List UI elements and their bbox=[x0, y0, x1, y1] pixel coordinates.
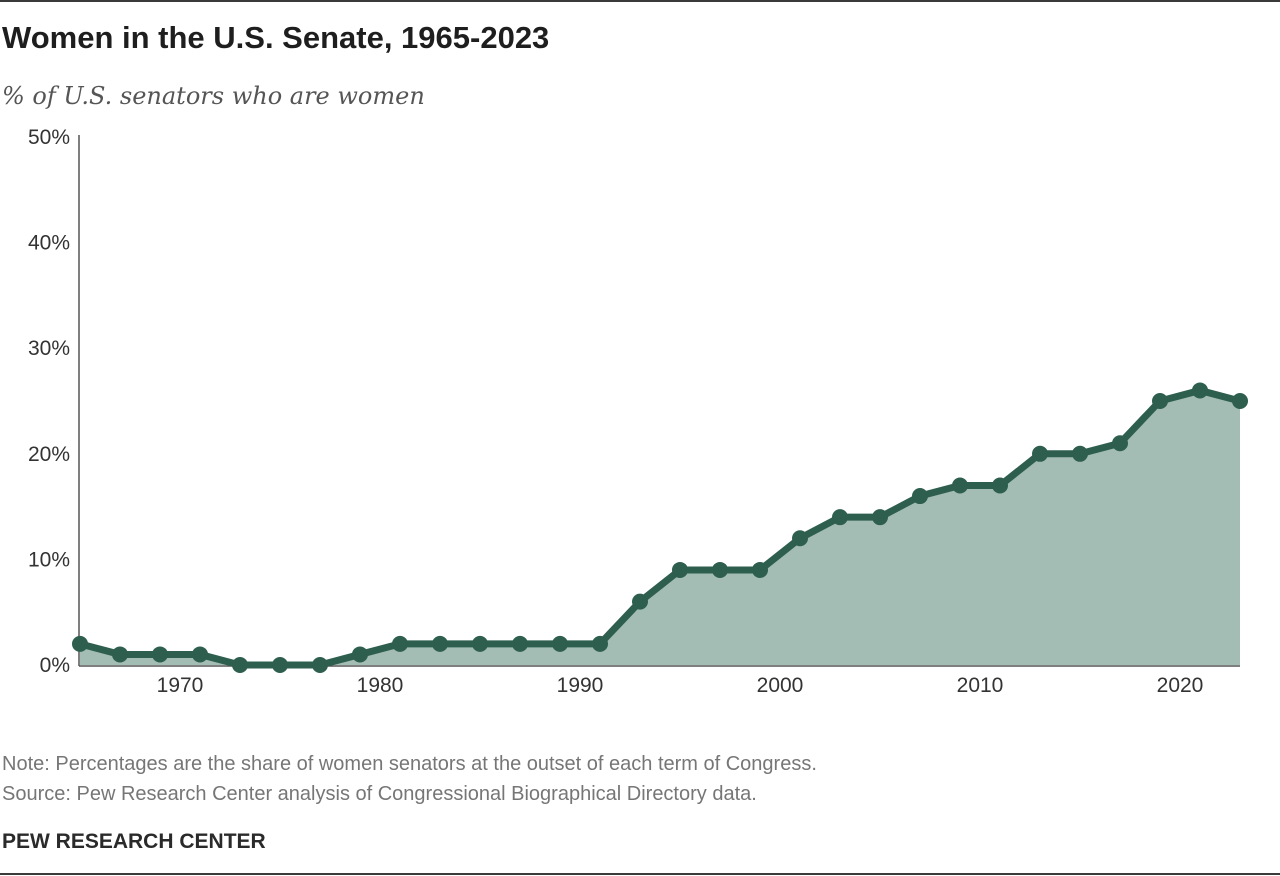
data-point-1967 bbox=[112, 646, 128, 663]
y-tick-label: 0% bbox=[40, 654, 70, 677]
bottom-rule bbox=[0, 873, 1280, 875]
area-fill bbox=[80, 390, 1240, 665]
x-tick-label: 2010 bbox=[957, 674, 1004, 697]
y-tick-label: 50% bbox=[28, 126, 70, 149]
y-tick-label: 30% bbox=[28, 337, 70, 360]
data-point-1979 bbox=[352, 646, 368, 663]
x-tick-label: 1990 bbox=[557, 674, 604, 697]
y-tick-label: 20% bbox=[28, 443, 70, 466]
point-layer bbox=[72, 382, 1248, 673]
x-tick-label: 1980 bbox=[357, 674, 404, 697]
data-point-2009 bbox=[952, 477, 968, 494]
data-point-2003 bbox=[832, 509, 848, 526]
data-point-1977 bbox=[312, 657, 328, 673]
top-rule bbox=[0, 0, 1280, 2]
chart-note: Note: Percentages are the share of women… bbox=[2, 753, 817, 775]
x-tick-label: 2020 bbox=[1157, 674, 1204, 697]
chart-source: Source: Pew Research Center analysis of … bbox=[2, 783, 757, 805]
data-point-2023 bbox=[1232, 393, 1248, 409]
y-tick-labels: 0% 10% 20% 30% 40% 50% bbox=[28, 126, 70, 677]
chart-subtitle: % of U.S. senators who are women bbox=[2, 82, 425, 110]
data-point-2013 bbox=[1032, 445, 1048, 462]
data-point-1999 bbox=[752, 561, 768, 578]
brand-logo-text: PEW RESEARCH CENTER bbox=[2, 830, 266, 853]
area-layer bbox=[80, 390, 1240, 665]
data-point-2017 bbox=[1112, 435, 1128, 452]
data-point-1983 bbox=[432, 635, 448, 652]
data-point-1965 bbox=[72, 635, 88, 652]
data-point-2001 bbox=[792, 530, 808, 547]
data-point-1973 bbox=[232, 657, 248, 673]
data-point-1997 bbox=[712, 561, 728, 578]
data-point-2019 bbox=[1152, 393, 1168, 409]
data-point-1995 bbox=[672, 561, 688, 578]
data-point-1993 bbox=[632, 593, 648, 610]
x-tick-label: 1970 bbox=[157, 674, 204, 697]
data-point-2005 bbox=[872, 509, 888, 526]
data-point-1975 bbox=[272, 657, 288, 673]
data-point-1981 bbox=[392, 635, 408, 652]
data-point-1987 bbox=[512, 635, 528, 652]
y-tick-label: 40% bbox=[28, 232, 70, 255]
data-point-1989 bbox=[552, 635, 568, 652]
data-point-2007 bbox=[912, 488, 928, 505]
data-point-1971 bbox=[192, 646, 208, 663]
x-tick-labels: 1970 1980 1990 2000 2010 2020 bbox=[157, 674, 1204, 697]
data-point-1985 bbox=[472, 635, 488, 652]
x-tick-label: 2000 bbox=[757, 674, 804, 697]
data-point-1991 bbox=[592, 635, 608, 652]
area-chart: 0% 10% 20% 30% 40% 50% 1970 1980 1990 2000 2010 20… bbox=[28, 126, 1248, 697]
data-point-2021 bbox=[1192, 382, 1208, 399]
data-point-1969 bbox=[152, 646, 168, 663]
data-point-2015 bbox=[1072, 445, 1088, 462]
y-tick-label: 10% bbox=[28, 548, 70, 571]
data-point-2011 bbox=[992, 477, 1008, 494]
chart-title: Women in the U.S. Senate, 1965-2023 bbox=[2, 20, 550, 55]
